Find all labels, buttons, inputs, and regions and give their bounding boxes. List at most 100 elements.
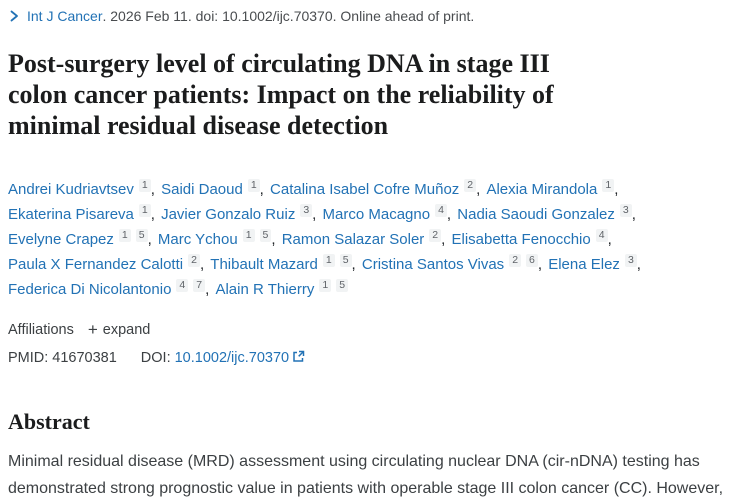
author-row: Federica Di Nicolantonio 4 7, Alain R Thie… bbox=[8, 277, 742, 302]
author-link[interactable]: Javier Gonzalo Ruiz bbox=[161, 206, 296, 223]
author-link[interactable]: Cristina Santos Vivas bbox=[361, 256, 505, 273]
author-row: Paula X Fernandez Calotti 2, Thibault Maz… bbox=[8, 252, 742, 277]
author-link[interactable]: Andrei Kudriavtsev bbox=[8, 181, 134, 198]
author: Evelyne Crapez 1 5, bbox=[8, 229, 158, 248]
author: Nadia Saoudi Gonzalez 3, bbox=[457, 204, 638, 223]
affiliation-number-badge[interactable]: 7 bbox=[193, 279, 206, 292]
author-link[interactable]: Ekaterina Pisareva bbox=[8, 206, 134, 223]
author-link[interactable]: Elena Elez bbox=[548, 256, 620, 273]
affiliation-number-badge[interactable]: 4 bbox=[595, 229, 608, 242]
author: Saidi Daoud 1, bbox=[161, 179, 270, 198]
author-link[interactable]: Saidi Daoud bbox=[161, 181, 243, 198]
article-title-line: minimal residual disease detection bbox=[8, 111, 389, 140]
author: Alexia Mirandola 1, bbox=[486, 179, 620, 198]
author-separator: , bbox=[199, 256, 209, 273]
author-link[interactable]: Alain R Thierry bbox=[215, 281, 315, 298]
affiliation-number-badge[interactable]: 1 bbox=[247, 179, 260, 192]
author-link[interactable]: Ramon Salazar Soler bbox=[281, 231, 425, 248]
doi-link[interactable]: 10.1002/ijc.70370 bbox=[174, 350, 290, 366]
author: Elisabetta Fenocchio 4, bbox=[451, 229, 613, 248]
plus-icon: + bbox=[87, 320, 98, 339]
author-separator: , bbox=[351, 256, 360, 273]
author: Andrei Kudriavtsev 1, bbox=[8, 179, 161, 198]
external-link-icon bbox=[292, 350, 305, 363]
affiliation-number-badge[interactable]: 1 bbox=[118, 229, 131, 242]
chevron-right-icon bbox=[8, 9, 20, 23]
author-separator: , bbox=[312, 206, 321, 223]
abstract-heading: Abstract bbox=[8, 409, 90, 434]
author: Marco Macagno 4, bbox=[322, 204, 458, 223]
identifiers-row: PMID: 41670381 DOI: 10.1002/ijc.70370 bbox=[8, 347, 742, 369]
author-separator: , bbox=[446, 206, 456, 223]
affiliation-number-badge[interactable]: 3 bbox=[619, 204, 632, 217]
affiliation-number-badge[interactable]: 1 bbox=[322, 254, 335, 267]
author-separator: , bbox=[205, 281, 214, 298]
citation-text: . 2026 Feb 11. doi: 10.1002/ijc.70370. O… bbox=[102, 8, 475, 24]
author-separator: , bbox=[607, 231, 612, 248]
affiliation-number-badge[interactable]: 1 bbox=[242, 229, 255, 242]
journal-link[interactable]: Int J Cancer bbox=[27, 8, 103, 24]
author-separator: , bbox=[476, 181, 485, 198]
author: Javier Gonzalo Ruiz 3, bbox=[161, 204, 322, 223]
author-separator: , bbox=[150, 181, 160, 198]
author-link[interactable]: Federica Di Nicolantonio bbox=[8, 281, 172, 298]
author-link[interactable]: Thibault Mazard bbox=[210, 256, 318, 273]
author-link[interactable]: Nadia Saoudi Gonzalez bbox=[457, 206, 615, 223]
article-title: Post-surgery level of circulating DNA in… bbox=[8, 48, 742, 141]
affiliations-row: Affiliations + expand bbox=[8, 319, 742, 341]
affiliation-number-badge[interactable]: 5 bbox=[259, 229, 272, 242]
affiliation-number-badge[interactable]: 1 bbox=[319, 279, 332, 292]
affiliation-number-badge[interactable]: 5 bbox=[135, 229, 148, 242]
affiliation-number-badge[interactable]: 6 bbox=[526, 254, 538, 267]
author: Thibault Mazard 1 5, bbox=[210, 254, 362, 273]
author-separator: , bbox=[441, 231, 450, 248]
abstract-text: Minimal residual disease (MRD) assessmen… bbox=[8, 448, 742, 500]
affiliation-number-badge[interactable]: 1 bbox=[138, 179, 151, 192]
affiliation-number-badge[interactable]: 3 bbox=[624, 254, 637, 267]
author-link[interactable]: Marco Macagno bbox=[322, 206, 431, 223]
pmid-label: PMID: bbox=[8, 350, 49, 366]
author-link[interactable]: Alexia Mirandola bbox=[486, 181, 598, 198]
author-separator: , bbox=[147, 231, 156, 248]
author-link[interactable]: Catalina Isabel Cofre Muñoz bbox=[270, 181, 460, 198]
affiliation-number-badge[interactable]: 2 bbox=[429, 229, 442, 242]
affiliation-number-badge[interactable]: 1 bbox=[602, 179, 615, 192]
author: Paula X Fernandez Calotti 2, bbox=[8, 254, 210, 273]
author-link[interactable]: Marc Ychou bbox=[157, 231, 238, 248]
pmid-value: 41670381 bbox=[52, 350, 117, 366]
expand-affiliations-button[interactable]: + expand bbox=[88, 319, 151, 341]
affiliation-number-badge[interactable]: 1 bbox=[138, 204, 151, 217]
doi-label: DOI: bbox=[140, 350, 171, 366]
author-separator: , bbox=[631, 206, 636, 223]
affiliation-number-badge[interactable]: 5 bbox=[336, 279, 349, 292]
author-link[interactable]: Paula X Fernandez Calotti bbox=[8, 256, 184, 273]
author-link[interactable]: Evelyne Crapez bbox=[8, 231, 114, 248]
author-link[interactable]: Elisabetta Fenocchio bbox=[451, 231, 591, 248]
affiliation-number-badge[interactable]: 2 bbox=[509, 254, 522, 267]
author-separator: , bbox=[636, 256, 641, 273]
affiliation-number-badge[interactable]: 3 bbox=[300, 204, 313, 217]
affiliation-number-badge[interactable]: 5 bbox=[339, 254, 352, 267]
author: Marc Ychou 1 5, bbox=[157, 229, 282, 248]
author-row: Ekaterina Pisareva 1, Javier Gonzalo Ruiz… bbox=[8, 202, 742, 227]
article-title-line: colon cancer patients: Impact on the rel… bbox=[8, 80, 554, 109]
article-title-line: Post-surgery level of circulating DNA in… bbox=[8, 49, 550, 78]
affiliation-number-badge[interactable]: 4 bbox=[176, 279, 189, 292]
author: Catalina Isabel Cofre Muñoz 2, bbox=[270, 179, 486, 198]
affiliation-number-badge[interactable]: 2 bbox=[188, 254, 200, 267]
expand-label: expand bbox=[102, 322, 151, 338]
author-separator: , bbox=[150, 206, 160, 223]
author-separator: , bbox=[271, 231, 280, 248]
author-separator: , bbox=[614, 181, 619, 198]
author: Ekaterina Pisareva 1, bbox=[8, 204, 161, 223]
author: Cristina Santos Vivas 2 6, bbox=[361, 254, 548, 273]
affiliations-label: Affiliations bbox=[8, 322, 74, 338]
author: Ramon Salazar Soler 2, bbox=[281, 229, 452, 248]
author-row: Andrei Kudriavtsev 1, Saidi Daoud 1, Catal… bbox=[8, 177, 742, 202]
affiliation-number-badge[interactable]: 2 bbox=[464, 179, 477, 192]
authors-list: Andrei Kudriavtsev 1, Saidi Daoud 1, Catal… bbox=[8, 177, 742, 302]
pmid-group: PMID: 41670381 bbox=[8, 347, 117, 369]
affiliation-number-badge[interactable]: 4 bbox=[435, 204, 447, 217]
abstract-line: demonstrated strong prognostic value in … bbox=[8, 480, 724, 497]
author: Federica Di Nicolantonio 4 7, bbox=[8, 279, 215, 298]
